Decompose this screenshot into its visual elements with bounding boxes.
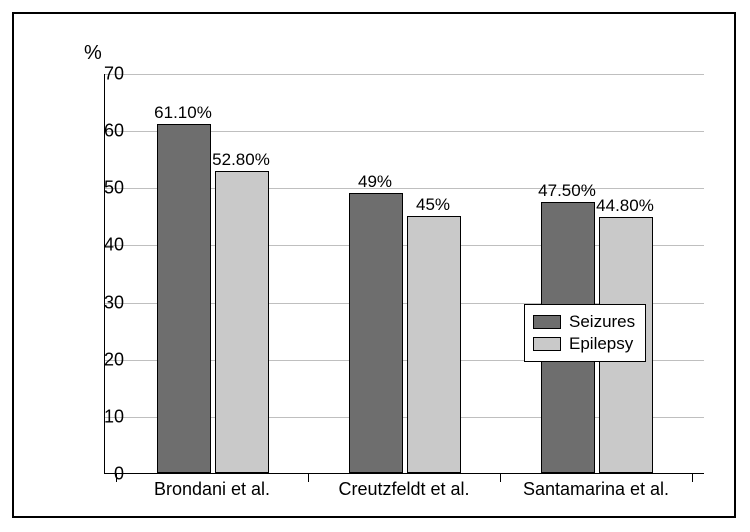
x-category-label: Creutzfeldt et al.	[338, 479, 469, 500]
chart-area: % Seizures Epilepsy 0 10 20 30 40 50 60 70 Brond…	[14, 14, 734, 516]
bar-epilepsy	[407, 216, 461, 473]
x-tick-mark	[116, 474, 117, 482]
legend-item-epilepsy: Epilepsy	[533, 333, 635, 355]
y-tick-label: 40	[84, 235, 124, 256]
legend-item-seizures: Seizures	[533, 311, 635, 333]
x-tick-mark	[308, 474, 309, 482]
bar-epilepsy	[215, 171, 269, 473]
x-tick-mark	[692, 474, 693, 482]
y-tick-label: 50	[84, 178, 124, 199]
legend-swatch-epilepsy	[533, 337, 561, 351]
y-tick-label: 0	[84, 464, 124, 485]
bar-value-label: 61.10%	[154, 103, 212, 123]
bar-value-label: 52.80%	[212, 150, 270, 170]
bar-seizures	[157, 124, 211, 473]
y-tick-label: 30	[84, 292, 124, 313]
legend-swatch-seizures	[533, 315, 561, 329]
chart-frame: % Seizures Epilepsy 0 10 20 30 40 50 60 70 Brond…	[12, 12, 736, 518]
legend-label-epilepsy: Epilepsy	[569, 333, 633, 355]
gridline	[105, 74, 704, 75]
legend: Seizures Epilepsy	[524, 304, 646, 362]
y-tick-label: 70	[84, 64, 124, 85]
bar-value-label: 45%	[416, 195, 450, 215]
bar-value-label: 47.50%	[538, 181, 596, 201]
y-tick-label: 60	[84, 121, 124, 142]
bar-value-label: 49%	[358, 172, 392, 192]
bar-seizures	[349, 193, 403, 473]
y-tick-label: 10	[84, 406, 124, 427]
x-category-label: Santamarina et al.	[523, 479, 669, 500]
bar-value-label: 44.80%	[596, 196, 654, 216]
x-category-label: Brondani et al.	[154, 479, 270, 500]
y-unit-label: %	[84, 42, 102, 65]
y-tick-label: 20	[84, 349, 124, 370]
plot-area	[104, 74, 704, 474]
x-tick-mark	[500, 474, 501, 482]
legend-label-seizures: Seizures	[569, 311, 635, 333]
